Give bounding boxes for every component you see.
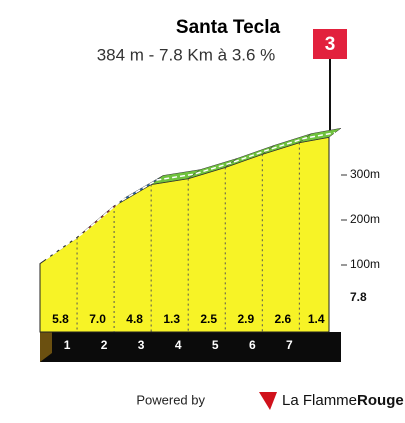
gradient-label: 1.4 xyxy=(308,312,325,326)
brand-logo xyxy=(259,392,277,410)
x-tick-label: 7 xyxy=(286,338,293,352)
chart-subtitle: 384 m - 7.8 Km à 3.6 % xyxy=(97,45,276,64)
y-tick-label: 200m xyxy=(350,212,380,226)
gradient-label: 1.3 xyxy=(163,312,180,326)
y-tick-label: 300m xyxy=(350,167,380,181)
brand-a: La Flamme xyxy=(282,392,357,409)
x-tick-label: 4 xyxy=(175,338,182,352)
profile-face xyxy=(39,136,330,333)
gradient-label: 5.8 xyxy=(52,312,69,326)
x-tick-label: 7.8 xyxy=(350,290,367,304)
brand: La FlammeRouge xyxy=(282,392,404,409)
gradient-label: 2.5 xyxy=(200,312,217,326)
flag xyxy=(313,29,347,59)
base-band-side xyxy=(40,323,52,362)
gradient-label: 7.0 xyxy=(89,312,106,326)
chart-title: Santa Tecla xyxy=(176,17,281,38)
base-band xyxy=(40,332,341,362)
y-tick-label: 100m xyxy=(350,257,380,271)
x-tick-label: 6 xyxy=(249,338,256,352)
gradient-label: 2.9 xyxy=(237,312,254,326)
x-tick-label: 5 xyxy=(212,338,219,352)
x-tick-label: 3 xyxy=(138,338,145,352)
gradient-label: 2.6 xyxy=(274,312,291,326)
x-tick-label: 1 xyxy=(64,338,71,352)
powered-by: Powered by xyxy=(136,392,205,407)
gradient-label: 4.8 xyxy=(126,312,143,326)
brand-b: Rouge xyxy=(357,392,404,409)
climb-number: 3 xyxy=(325,34,336,55)
x-tick-label: 2 xyxy=(101,338,108,352)
